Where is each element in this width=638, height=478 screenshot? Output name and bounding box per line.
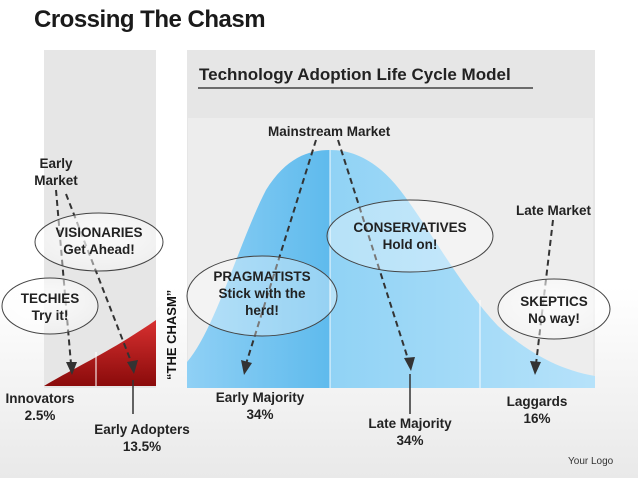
early-market-label: Early Market: [34, 156, 78, 188]
visionaries-text: VISIONARIES Get Ahead!: [55, 225, 143, 257]
arrow-head-innovators: [66, 362, 77, 375]
techies-bubble: [1, 277, 99, 335]
late-market-label: Late Market: [516, 203, 592, 218]
arrow-head-late-majority: [404, 357, 415, 371]
early-adopters-label: Early Adopters 13.5%: [94, 422, 190, 454]
skeptics-bubble: [497, 278, 611, 340]
techies-text: TECHIES Try it!: [20, 291, 80, 323]
conservatives-bubble: [326, 199, 494, 273]
bubbles: [1, 199, 611, 340]
late-majority-area: [330, 150, 595, 388]
innovators-label: Innovators 2.5%: [5, 391, 75, 423]
pragmatists-text: PRAGMATISTS Stick with the herd!: [213, 269, 311, 318]
chasm-label: “THE CHASM”: [164, 290, 179, 380]
late-majority-label: Late Majority 34%: [368, 416, 452, 448]
slide-title: Crossing The Chasm: [34, 6, 266, 33]
arrow-head-early-adopters: [127, 360, 138, 374]
mainstream-market-label: Mainstream Market: [268, 124, 391, 139]
early-majority-label: Early Majority 34%: [215, 390, 305, 422]
arrow-head-early-majority: [241, 360, 252, 375]
pragmatists-bubble: [186, 255, 338, 337]
visionaries-bubble: [34, 212, 164, 272]
skeptics-text: SKEPTICS No way!: [520, 294, 588, 326]
model-title: Technology Adoption Life Cycle Model: [199, 65, 511, 84]
conservatives-text: CONSERVATIVES Hold on!: [353, 220, 467, 252]
early-adopters-area: [44, 320, 156, 386]
arrow-heads: [66, 357, 541, 375]
arrow-head-laggards: [530, 361, 541, 375]
logo-placeholder: Your Logo: [568, 456, 614, 467]
laggards-label: Laggards 16%: [506, 394, 568, 426]
